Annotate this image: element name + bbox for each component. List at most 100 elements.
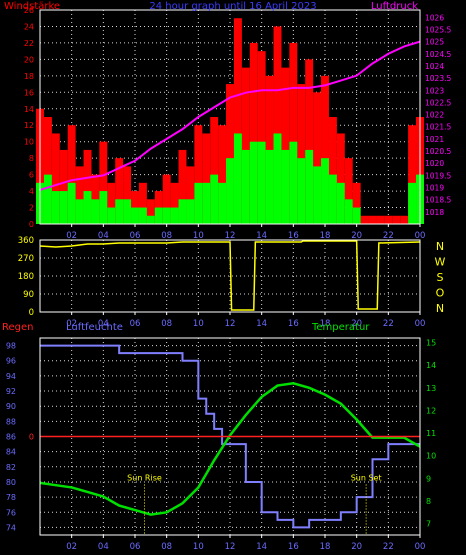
direction-xtick-label: 04 — [98, 319, 109, 329]
wind-xtick-label: 00 — [415, 231, 426, 241]
humidity-ytick-label: 86 — [6, 433, 16, 442]
pressure-ytick-label: 1021.5 — [425, 123, 451, 132]
wind-gust-bar — [249, 42, 258, 224]
humidity-xtick-label: 20 — [351, 542, 362, 552]
humidity-xtick-label: 06 — [130, 542, 141, 552]
wind-avg-bar — [162, 207, 171, 224]
wind-gust-bar — [162, 174, 171, 224]
pressure-ytick-label: 1021 — [425, 135, 444, 144]
wind-avg-bar — [67, 182, 76, 224]
direction-xtick-label: 02 — [66, 319, 77, 329]
wind-gust-bar — [146, 199, 155, 224]
wind-avg-bar — [233, 133, 242, 224]
wind-avg-bar — [249, 141, 258, 224]
wind-gust-bar — [43, 117, 52, 224]
wind-avg-bar — [99, 191, 108, 224]
wind-ytick-label: 8 — [29, 154, 34, 163]
compass-label: N — [436, 240, 444, 253]
humidity-line — [40, 344, 420, 529]
wind-gust-bar — [83, 149, 92, 224]
sun-label: Sun Rise — [127, 473, 162, 482]
wind-gust-bar — [226, 84, 234, 224]
wind-gust-bar — [138, 182, 147, 224]
pressure-ytick-label: 1025 — [425, 38, 444, 47]
temperature-axis-title: Temperatur — [311, 322, 370, 333]
temperature-ytick-label: 7 — [426, 520, 431, 529]
wind-avg-bar — [43, 174, 52, 224]
wind-xtick-label: 10 — [193, 231, 204, 241]
wind-gust-bar — [297, 84, 306, 224]
direction-xtick-label: 08 — [161, 319, 172, 329]
wind-ytick-label: 4 — [29, 187, 34, 196]
wind-avg-bar — [281, 149, 290, 224]
humidity-axis-title: Luftfeuchte — [66, 322, 123, 333]
direction-xtick-label: 16 — [288, 319, 299, 329]
wind-avg-bar — [352, 207, 361, 224]
wind-gust-bar — [400, 215, 409, 224]
wind-gust-bar — [281, 67, 290, 224]
wind-avg-bar — [202, 182, 211, 224]
wind-gust-bar — [59, 149, 68, 224]
humidity-ytick-label: 92 — [6, 387, 16, 396]
wind-avg-bar — [241, 149, 250, 224]
compass-label: O — [436, 287, 445, 300]
wind-ytick-label: 18 — [24, 72, 34, 81]
humidity-xtick-label: 04 — [98, 542, 109, 552]
wind-gust-bar — [321, 75, 329, 224]
humidity-xtick-label: 00 — [415, 542, 426, 552]
temperature-ytick-label: 15 — [426, 339, 436, 348]
pressure-ytick-label: 1023 — [425, 86, 444, 95]
humidity-xtick-label: 10 — [193, 542, 204, 552]
wind-gust-bar — [241, 67, 250, 224]
humidity-ytick-label: 98 — [6, 342, 16, 351]
compass-label: N — [436, 302, 444, 315]
chart-title: 24 hour graph until 16 April 2023 — [149, 1, 316, 12]
wind-gust-bar — [376, 215, 385, 224]
wind-ytick-label: 20 — [24, 55, 34, 64]
rain-ytick-label: 0 — [29, 433, 34, 442]
wind-gust-bar — [170, 182, 179, 224]
wind-avg-bar — [265, 149, 274, 224]
wind-avg-bar — [146, 215, 155, 224]
wind-xtick-label: 12 — [225, 231, 236, 241]
humidity-xtick-label: 16 — [288, 542, 299, 552]
pressure-ytick-label: 1020 — [425, 159, 444, 168]
wind-avg-bar — [194, 182, 203, 224]
wind-xtick-label: 16 — [288, 231, 299, 241]
wind-xtick-label: 20 — [351, 231, 362, 241]
wind-gust-bar — [360, 215, 369, 224]
wind-gust-bar — [408, 125, 417, 224]
direction-xtick-label: 14 — [256, 319, 267, 329]
wind-xtick-label: 02 — [66, 231, 77, 241]
wind-avg-bar — [226, 158, 234, 224]
wind-gust-bar — [289, 42, 298, 224]
wind-gust-bar — [178, 149, 187, 224]
compass-label: W — [435, 256, 446, 269]
wind-ytick-label: 14 — [24, 105, 34, 114]
wind-avg-bar — [408, 182, 417, 224]
wind-ytick-label: 26 — [24, 6, 34, 15]
wind-gust-bar — [218, 125, 227, 224]
wind-avg-bar — [344, 199, 353, 224]
pressure-ytick-label: 1022 — [425, 111, 444, 120]
wind-gust-bar — [210, 117, 219, 224]
temperature-ytick-label: 9 — [426, 474, 431, 483]
wind-xtick-label: 08 — [161, 231, 172, 241]
wind-avg-bar — [289, 141, 298, 224]
temperature-ytick-label: 8 — [426, 497, 431, 506]
wind-gust-bar — [123, 166, 132, 224]
humidity-ytick-label: 76 — [6, 508, 16, 517]
direction-ytick-label: 270 — [18, 254, 34, 264]
wind-gust-bar — [67, 125, 76, 224]
wind-avg-bar — [186, 199, 195, 224]
wind-gust-bar — [352, 182, 361, 224]
temperature-ytick-label: 11 — [426, 429, 436, 438]
wind-gust-bar — [131, 191, 139, 224]
humidity-xtick-label: 22 — [383, 542, 394, 552]
wind-gust-bar — [233, 18, 242, 224]
wind-avg-bar — [218, 182, 227, 224]
wind-ytick-label: 22 — [24, 39, 34, 48]
wind-avg-bar — [107, 207, 116, 224]
